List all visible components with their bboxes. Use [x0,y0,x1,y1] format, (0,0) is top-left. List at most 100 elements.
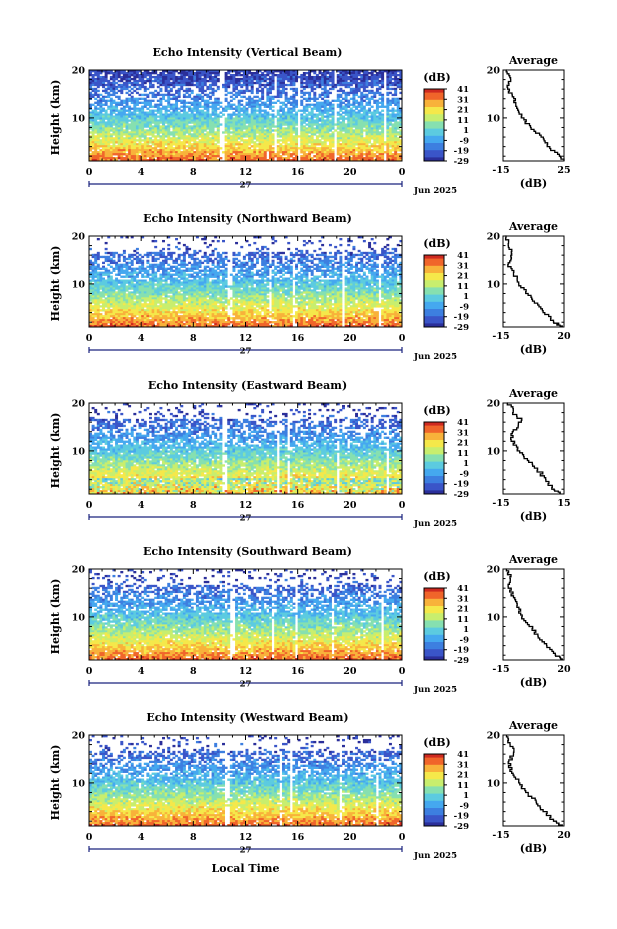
heatmap-cell [329,252,332,254]
heatmap-cell [379,102,382,104]
heatmap-cell [300,96,303,98]
heatmap-cell [97,104,100,106]
heatmap-cell [266,248,269,250]
heatmap-cell [126,149,129,151]
heatmap-cell [350,98,353,100]
heatmap-cell [363,96,366,98]
heatmap-cell [240,74,243,76]
heatmap-cell [246,90,249,92]
heatmap-cell [282,153,285,155]
heatmap-cell [326,72,329,74]
x-tick-label: 20 [343,167,357,178]
heatmap-cell [274,74,277,76]
heatmap-cell [311,104,314,106]
heatmap-cell [243,258,246,260]
heatmap-cell [149,86,152,88]
heatmap-cell [316,254,319,256]
heatmap-cell [269,92,272,94]
heatmap-cell [128,86,131,88]
heatmap-cell [154,80,157,82]
heatmap-cell [365,98,368,100]
heatmap-cell [188,90,191,92]
heatmap-cell [363,90,366,92]
heatmap-cell [261,248,264,250]
heatmap-cell [131,102,134,104]
heatmap-cell [371,106,374,108]
heatmap-cell [261,84,264,86]
heatmap-cell [368,92,371,94]
heatmap-cell [319,143,322,145]
heatmap-cell [112,94,115,96]
heatmap-cell [141,94,144,96]
heatmap-cell [115,110,118,112]
heatmap-cell [347,86,350,88]
heatmap-cell [110,78,113,80]
heatmap-cell [358,78,361,80]
heatmap-cell [246,98,249,100]
heatmap-cell [193,84,196,86]
heatmap-cell [334,100,337,102]
heatmap-cell [287,242,290,244]
heatmap-cell [152,106,155,108]
heatmap-cell [178,258,181,260]
heatmap-cell [337,100,340,102]
heatmap-cell [358,90,361,92]
heatmap-cell [256,92,259,94]
heatmap-cell [204,94,207,96]
heatmap-cell [266,100,269,102]
heatmap-cell [193,110,196,112]
heatmap-cell [292,90,295,92]
heatmap-cell [188,256,191,258]
heatmap-cell [112,123,115,125]
heatmap-cell [259,86,262,88]
heatmap-cell [324,96,327,98]
heatmap-cell [347,244,350,246]
heatmap-cell [115,88,118,90]
heatmap-cell [274,155,277,157]
heatmap-cell [373,258,376,260]
heatmap-cell [118,157,121,159]
heatmap-cell [266,106,269,108]
colorbar-tick-label: 1 [463,126,469,136]
heatmap-cell [110,254,113,256]
heatmap-cell [248,90,251,92]
heatmap-cell [337,106,340,108]
heatmap-cell [209,80,212,82]
heatmap-cell [157,258,160,260]
heatmap-cell [167,248,170,250]
heatmap-cell [347,94,350,96]
heatmap-cell [389,123,392,125]
heatmap-cell [358,254,361,256]
heatmap-cell [186,252,189,254]
heatmap-cell [329,80,332,82]
heatmap-cell [118,98,121,100]
heatmap-cell [347,106,350,108]
x-tick-label: 16 [291,167,305,178]
heatmap-cell [123,252,126,254]
heatmap-cell [201,92,204,94]
heatmap-cell [287,84,290,86]
heatmap-cell [238,254,241,256]
heatmap-cell [256,110,259,112]
heatmap-cell [373,102,376,104]
heatmap-cell [157,86,160,88]
heatmap-cell [339,244,342,246]
heatmap-cell [102,104,105,106]
heatmap-cell [183,84,186,86]
heatmap-cell [300,86,303,88]
heatmap-cell [238,74,241,76]
heatmap-cell [259,250,262,252]
heatmap-cell [243,135,246,137]
heatmap-cell [199,98,202,100]
heatmap-cell [175,133,178,135]
heatmap-cell [167,86,170,88]
heatmap-cell [277,141,280,143]
heatmap-cell [152,121,155,123]
heatmap-cell [277,100,280,102]
heatmap-cell [308,86,311,88]
heatmap-cell [154,90,157,92]
heatmap-cell [133,250,136,252]
heatmap-cell [285,153,288,155]
heatmap-cell [102,262,105,264]
heatmap-cell [97,90,100,92]
